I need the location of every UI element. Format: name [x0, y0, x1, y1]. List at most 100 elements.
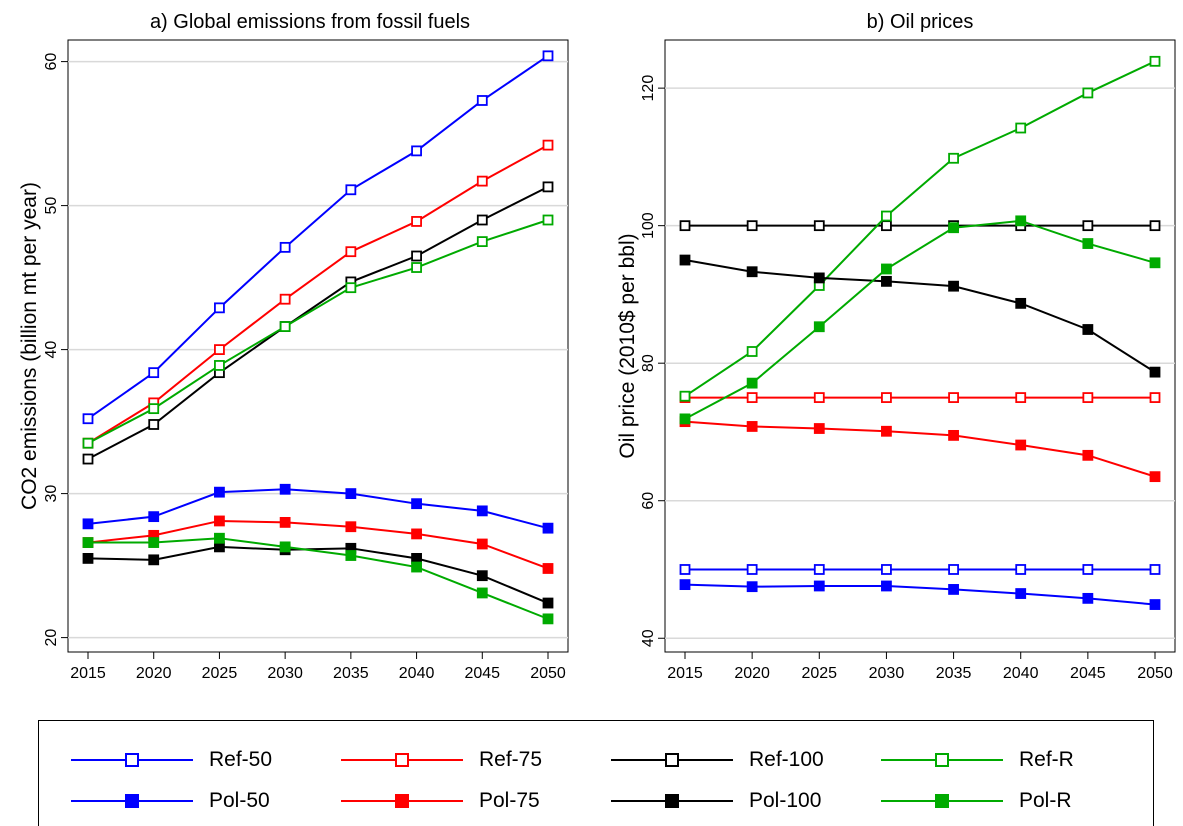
- point-pol-50: [679, 579, 691, 591]
- point-ref-100: [411, 250, 422, 262]
- point-pol-r: [411, 561, 422, 573]
- legend-swatch: [71, 794, 193, 808]
- point-ref-50: [345, 184, 357, 196]
- point-ref-50: [82, 413, 94, 425]
- point-pol-50: [214, 486, 225, 498]
- point-ref-100: [148, 419, 160, 430]
- panel-emissions-title: a) Global emissions from fossil fuels: [150, 11, 470, 33]
- panel-oil-prices-ylabel: Oil price (2010$ per bbl): [616, 233, 639, 458]
- point-pol-50: [881, 580, 892, 592]
- x-tick-label: 2035: [333, 665, 369, 682]
- point-ref-50: [1082, 564, 1094, 575]
- x-tick-label: 2030: [267, 665, 303, 682]
- point-pol-50: [948, 584, 959, 595]
- plot-frame: [664, 39, 1176, 653]
- y-tick-label: 50: [43, 197, 60, 215]
- point-pol-50: [1015, 588, 1027, 599]
- y-tick-label: 40: [43, 341, 60, 359]
- legend-swatch: [881, 753, 1003, 767]
- point-pol-50: [746, 581, 758, 593]
- point-ref-r: [82, 437, 94, 449]
- series-line-pol-100: [87, 545, 549, 604]
- point-pol-100: [214, 541, 225, 553]
- point-ref-75: [279, 293, 291, 305]
- point-ref-50: [881, 564, 892, 575]
- point-ref-r: [746, 346, 758, 357]
- point-ref-50: [411, 145, 422, 157]
- x-tick-label: 2015: [667, 665, 703, 682]
- point-ref-50: [214, 302, 225, 314]
- legend-item-pol-r: Pol-R: [877, 781, 1127, 821]
- point-pol-100: [411, 553, 422, 564]
- legend-item-ref-100: Ref-100: [607, 740, 857, 780]
- point-pol-75: [345, 521, 357, 533]
- point-pol-r: [948, 222, 959, 234]
- point-pol-75: [813, 423, 825, 434]
- point-ref-50: [813, 564, 825, 575]
- point-ref-r: [279, 321, 291, 332]
- x-tick-label: 2050: [530, 665, 566, 682]
- point-ref-50: [746, 564, 758, 575]
- point-ref-r: [1082, 87, 1094, 99]
- legend-label: Pol-R: [1019, 789, 1072, 812]
- point-pol-100: [1015, 297, 1027, 309]
- point-ref-100: [82, 453, 94, 465]
- legend-swatch: [611, 753, 733, 767]
- x-tick-label: 2040: [1003, 665, 1039, 682]
- point-ref-75: [746, 392, 758, 403]
- point-pol-100: [1082, 324, 1094, 335]
- point-pol-r: [679, 413, 691, 425]
- point-pol-r: [148, 537, 160, 548]
- point-pol-100: [948, 280, 959, 292]
- point-ref-75: [1082, 392, 1094, 403]
- series-line-pol-75: [684, 420, 1156, 478]
- point-pol-r: [345, 550, 357, 561]
- point-pol-r: [279, 541, 291, 553]
- point-pol-r: [542, 613, 554, 625]
- series-line-pol-50: [684, 583, 1156, 606]
- point-ref-100: [813, 220, 825, 232]
- legend-item-pol-75: Pol-75: [337, 781, 587, 821]
- y-tick-label: 80: [640, 354, 657, 372]
- legend-label: Pol-50: [209, 789, 270, 812]
- legend-item-ref-50: Ref-50: [67, 740, 317, 780]
- point-pol-50: [813, 580, 825, 592]
- point-ref-75: [214, 344, 225, 356]
- x-tick-label: 2035: [936, 665, 972, 682]
- point-pol-100: [881, 275, 892, 287]
- series-line-pol-50: [87, 488, 549, 530]
- point-ref-75: [1149, 392, 1161, 403]
- legend-item-pol-100: Pol-100: [607, 781, 857, 821]
- point-ref-50: [542, 50, 554, 62]
- series-line-ref-75: [87, 144, 549, 445]
- point-ref-100: [679, 220, 691, 232]
- point-ref-75: [345, 246, 357, 258]
- point-ref-r: [542, 214, 554, 226]
- point-pol-100: [679, 254, 691, 266]
- point-ref-r: [411, 262, 422, 273]
- legend-swatch: [611, 794, 733, 808]
- point-ref-r: [148, 403, 160, 415]
- series-line-pol-100: [684, 259, 1156, 373]
- series-line-pol-r: [88, 537, 549, 620]
- panel-oil-prices: b) Oil prices Oil price (2010$ per bbl) …: [616, 11, 1176, 682]
- point-ref-r: [1015, 122, 1027, 134]
- point-pol-100: [542, 597, 554, 609]
- point-pol-50: [82, 518, 94, 530]
- point-ref-r: [1149, 55, 1161, 67]
- point-pol-r: [82, 537, 94, 548]
- point-ref-75: [881, 392, 892, 403]
- y-tick-label: 20: [43, 629, 60, 647]
- x-tick-label: 2020: [734, 665, 770, 682]
- point-ref-r: [345, 282, 357, 294]
- point-ref-50: [476, 95, 488, 106]
- point-pol-50: [1149, 599, 1161, 610]
- legend: Ref-50 Ref-75 Ref-100 Ref-R Pol-50 Pol-7…: [38, 720, 1154, 826]
- legend-label: Ref-100: [749, 748, 824, 771]
- point-pol-r: [476, 587, 488, 599]
- series-line-ref-50: [87, 55, 549, 420]
- point-pol-r: [881, 263, 892, 275]
- point-pol-75: [1149, 471, 1161, 483]
- point-ref-r: [476, 236, 488, 248]
